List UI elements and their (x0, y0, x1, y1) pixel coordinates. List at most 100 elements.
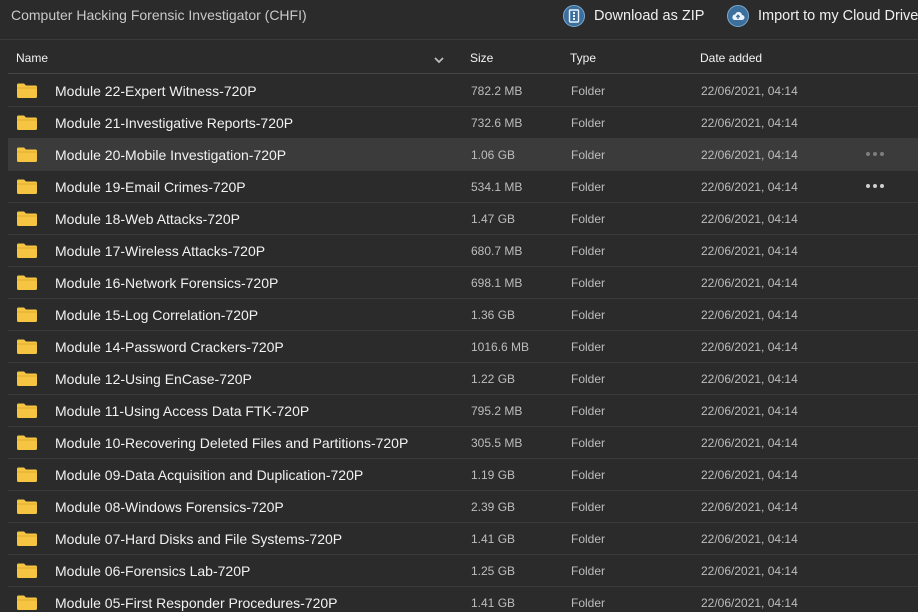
folder-size: 1.22 GB (471, 372, 516, 386)
folder-size: 1.41 GB (471, 596, 516, 610)
folder-date: 22/06/2021, 04:14 (701, 116, 798, 130)
folder-type: Folder (571, 308, 606, 322)
folder-size: 1.47 GB (471, 212, 516, 226)
folder-type: Folder (571, 180, 606, 194)
column-name-header[interactable]: Name (16, 51, 49, 65)
folder-size: 1.25 GB (471, 564, 516, 578)
folder-size: 1.41 GB (471, 532, 516, 546)
folder-icon (17, 83, 37, 98)
folder-icon (17, 147, 37, 162)
folder-name: Module 21-Investigative Reports-720P (55, 115, 294, 131)
folder-type: Folder (571, 84, 606, 98)
table-row[interactable]: Module 16-Network Forensics-720P 698.1 MB… (8, 267, 918, 299)
folder-type: Folder (571, 244, 606, 258)
folder-type: Folder (571, 564, 606, 578)
table-row[interactable]: Module 22-Expert Witness-720P 782.2 MB Fol… (8, 75, 918, 107)
more-options-icon[interactable] (866, 180, 886, 192)
table-row[interactable]: Module 21-Investigative Reports-720P 732.… (8, 107, 918, 139)
folder-date: 22/06/2021, 04:14 (701, 564, 798, 578)
folder-type: Folder (571, 340, 606, 354)
column-type-header[interactable]: Type (570, 51, 597, 65)
folder-size: 534.1 MB (471, 180, 523, 194)
folder-type: Folder (571, 596, 606, 610)
folder-name: Module 15-Log Correlation-720P (55, 307, 259, 323)
folder-name: Module 05-First Responder Procedures-720… (55, 595, 338, 611)
folder-type: Folder (571, 436, 606, 450)
folder-name: Module 07-Hard Disks and File Systems-72… (55, 531, 343, 547)
folder-size: 732.6 MB (471, 116, 523, 130)
folder-icon (17, 435, 37, 450)
folder-icon (17, 339, 37, 354)
folder-date: 22/06/2021, 04:14 (701, 532, 798, 546)
folder-icon (17, 563, 37, 578)
table-row[interactable]: Module 08-Windows Forensics-720P 2.39 GB F… (8, 491, 918, 523)
folder-date: 22/06/2021, 04:14 (701, 212, 798, 226)
file-list: Module 22-Expert Witness-720P 782.2 MB Fol… (8, 75, 918, 612)
more-options-icon[interactable] (866, 148, 886, 160)
table-row[interactable]: Module 05-First Responder Procedures-720… (8, 587, 918, 612)
folder-date: 22/06/2021, 04:14 (701, 308, 798, 322)
folder-type: Folder (571, 276, 606, 290)
folder-size: 1.36 GB (471, 308, 516, 322)
folder-date: 22/06/2021, 04:14 (701, 244, 798, 258)
folder-icon (17, 595, 37, 610)
folder-size: 1016.6 MB (471, 340, 530, 354)
folder-date: 22/06/2021, 04:14 (701, 84, 798, 98)
table-row[interactable]: Module 07-Hard Disks and File Systems-72… (8, 523, 918, 555)
table-row[interactable]: Module 18-Web Attacks-720P 1.47 GB Folder 2… (8, 203, 918, 235)
import-cloud-drive-label: Import to my Cloud Drive (758, 8, 918, 24)
column-size-header[interactable]: Size (470, 51, 494, 65)
folder-size: 680.7 MB (471, 244, 523, 258)
table-row[interactable]: Module 14-Password Crackers-720P 1016.6 M… (8, 331, 918, 363)
folder-icon (17, 499, 37, 514)
folder-name: Module 18-Web Attacks-720P (55, 211, 240, 227)
table-row[interactable]: Module 06-Forensics Lab-720P 1.25 GB Folde… (8, 555, 918, 587)
table-row[interactable]: Module 17-Wireless Attacks-720P 680.7 MB F… (8, 235, 918, 267)
folder-icon (17, 467, 37, 482)
folder-size: 1.19 GB (471, 468, 516, 482)
folder-name: Module 16-Network Forensics-720P (55, 275, 279, 291)
table-row[interactable]: Module 10-Recovering Deleted Files and P… (8, 427, 918, 459)
column-date-header[interactable]: Date added (700, 51, 763, 65)
folder-size: 305.5 MB (471, 436, 523, 450)
chevron-down-icon[interactable] (433, 53, 445, 65)
table-row[interactable]: Module 11-Using Access Data FTK-720P 795.… (8, 395, 918, 427)
download-zip-button[interactable]: Download as ZIP (563, 4, 704, 28)
folder-type: Folder (571, 532, 606, 546)
folder-name: Module 11-Using Access Data FTK-720P (55, 403, 310, 419)
table-row[interactable]: Module 12-Using EnCase-720P 1.22 GB Folder… (8, 363, 918, 395)
folder-size: 795.2 MB (471, 404, 523, 418)
folder-date: 22/06/2021, 04:14 (701, 180, 798, 194)
folder-name: Module 17-Wireless Attacks-720P (55, 243, 266, 259)
folder-date: 22/06/2021, 04:14 (701, 148, 798, 162)
folder-date: 22/06/2021, 04:14 (701, 340, 798, 354)
table-row[interactable]: Module 19-Email Crimes-720P 534.1 MB Folde… (8, 171, 918, 203)
folder-date: 22/06/2021, 04:14 (701, 404, 798, 418)
folder-title: Computer Hacking Forensic Investigator (… (11, 7, 307, 23)
folder-type: Folder (571, 500, 606, 514)
cloud-upload-icon (727, 5, 749, 27)
folder-date: 22/06/2021, 04:14 (701, 500, 798, 514)
table-row[interactable]: Module 09-Data Acquisition and Duplicati… (8, 459, 918, 491)
folder-size: 1.06 GB (471, 148, 516, 162)
folder-name: Module 22-Expert Witness-720P (55, 83, 257, 99)
folder-icon (17, 371, 37, 386)
folder-date: 22/06/2021, 04:14 (701, 468, 798, 482)
import-cloud-drive-button[interactable]: Import to my Cloud Drive (727, 4, 918, 28)
folder-name: Module 08-Windows Forensics-720P (55, 499, 284, 515)
folder-icon (17, 403, 37, 418)
folder-icon (17, 179, 37, 194)
folder-type: Folder (571, 148, 606, 162)
folder-name: Module 10-Recovering Deleted Files and P… (55, 435, 409, 451)
table-row[interactable]: Module 15-Log Correlation-720P 1.36 GB Fol… (8, 299, 918, 331)
folder-icon (17, 115, 37, 130)
folder-date: 22/06/2021, 04:14 (701, 276, 798, 290)
folder-name: Module 14-Password Crackers-720P (55, 339, 284, 355)
table-row[interactable]: Module 20-Mobile Investigation-720P 1.06 … (8, 139, 918, 171)
folder-date: 22/06/2021, 04:14 (701, 372, 798, 386)
top-bar: Computer Hacking Forensic Investigator (… (0, 0, 918, 40)
folder-type: Folder (571, 212, 606, 226)
folder-date: 22/06/2021, 04:14 (701, 596, 798, 610)
folder-name: Module 12-Using EnCase-720P (55, 371, 252, 387)
folder-type: Folder (571, 404, 606, 418)
